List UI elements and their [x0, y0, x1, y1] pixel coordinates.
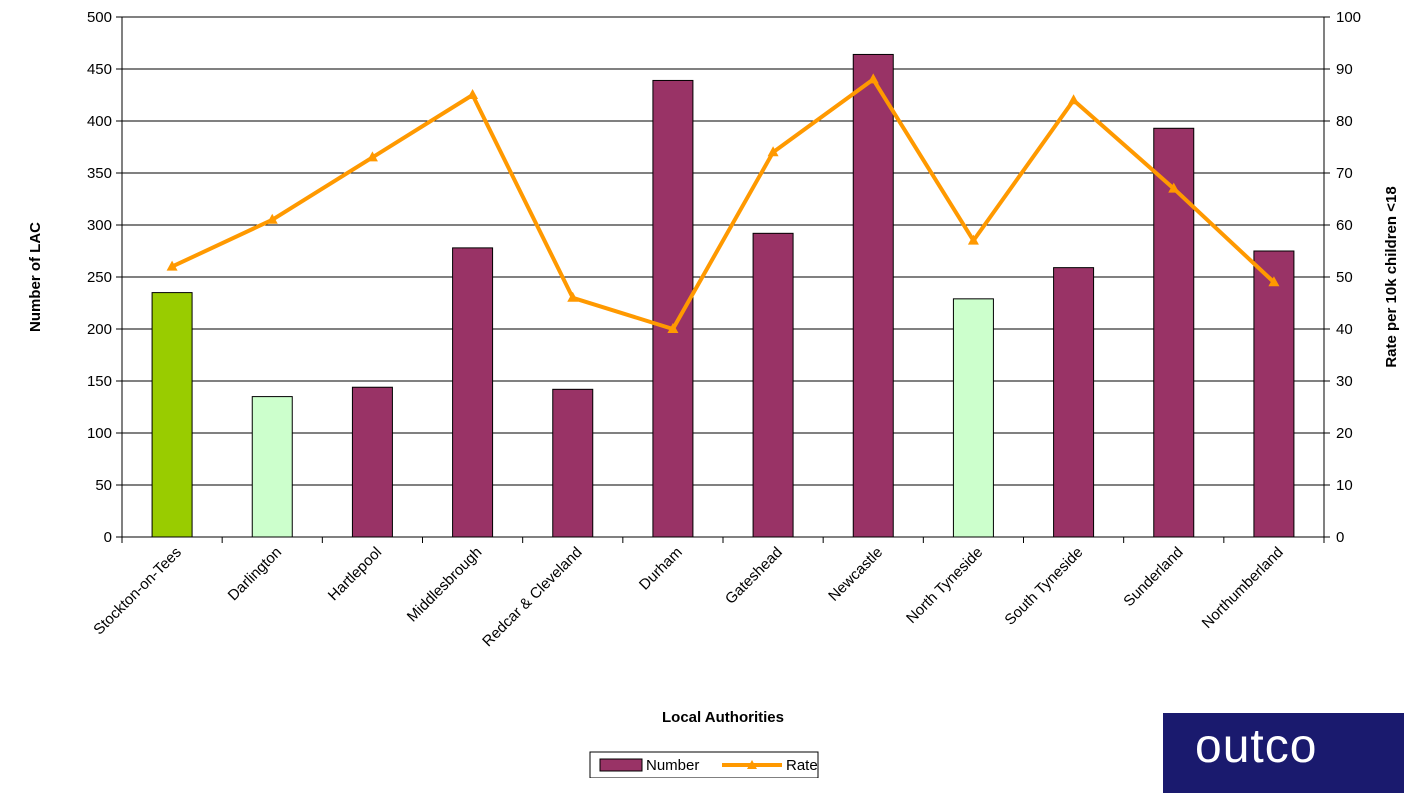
- y2-tick-label: 40: [1336, 321, 1353, 338]
- bars: [151, 53, 1295, 538]
- rate-point: [867, 73, 879, 84]
- y-tick-label: 450: [87, 61, 112, 78]
- outcomes-logo: outco: [1163, 713, 1404, 793]
- rate-point: [266, 213, 278, 224]
- y-tick-label: 400: [87, 113, 112, 130]
- y2-tick-label: 0: [1336, 529, 1344, 546]
- y2-tick-label: 70: [1336, 165, 1353, 182]
- y-tick-label: 50: [95, 477, 112, 494]
- bar: [652, 79, 694, 538]
- y-tick-label: 0: [104, 529, 112, 546]
- legend-marker-rate: [747, 760, 757, 769]
- y2-tick-label: 20: [1336, 425, 1353, 442]
- bar: [752, 232, 794, 538]
- x-tick-label: Gateshead: [722, 544, 786, 608]
- y2-tick-label: 80: [1336, 113, 1353, 130]
- bar: [452, 247, 494, 538]
- rate-point: [567, 291, 579, 302]
- x-tick-label: Durham: [636, 544, 686, 594]
- legend-swatch-number: [599, 758, 643, 772]
- rate-point: [967, 234, 979, 245]
- rate-point: [1268, 276, 1280, 287]
- y-tick-label: 250: [87, 269, 112, 286]
- y-tick-label: 150: [87, 373, 112, 390]
- logo-text: outco: [1195, 720, 1318, 773]
- bar: [1153, 127, 1195, 538]
- gridlines: [122, 16, 1324, 486]
- y-tick-label: 300: [87, 217, 112, 234]
- y-tick-label: 100: [87, 425, 112, 442]
- rate-point: [767, 146, 779, 157]
- axes: [116, 16, 1330, 543]
- y-tick-label: 200: [87, 321, 112, 338]
- rate-line: [166, 73, 1280, 333]
- bar: [151, 292, 193, 538]
- rate-point: [667, 323, 679, 333]
- y-tick-label: 350: [87, 165, 112, 182]
- y2-tick-label: 30: [1336, 373, 1353, 390]
- y2-tick-label: 10: [1336, 477, 1353, 494]
- legend-label-number: Number: [646, 757, 699, 774]
- y2-tick-label: 50: [1336, 269, 1353, 286]
- y2-tick-label: 60: [1336, 217, 1353, 234]
- rate-point: [1068, 94, 1080, 105]
- bar: [251, 396, 293, 538]
- bar: [1253, 250, 1295, 538]
- rate-point: [366, 151, 378, 162]
- rate-series-line: [171, 77, 1276, 331]
- x-axis-title: Local Authorities: [662, 709, 784, 726]
- x-tick-label: Hartlepool: [325, 544, 385, 604]
- y2-tick-label: 90: [1336, 61, 1353, 78]
- legend: Number Rate: [589, 751, 819, 779]
- x-tick-label: Stockton-on-Tees: [90, 544, 185, 639]
- x-tick-label: Northumberland: [1199, 544, 1287, 632]
- rate-point: [1168, 182, 1180, 193]
- rate-point: [467, 89, 479, 99]
- bar: [552, 388, 594, 538]
- y-tick-label: 500: [87, 9, 112, 26]
- bar: [852, 53, 894, 538]
- bar: [952, 298, 994, 538]
- bar: [1053, 267, 1095, 538]
- x-tick-label: Sunderland: [1120, 544, 1186, 610]
- bar: [351, 386, 393, 538]
- x-tick-label: South Tyneside: [1001, 544, 1086, 629]
- legend-label-rate: Rate: [786, 757, 818, 774]
- y-axis-title: Number of LAC: [27, 222, 44, 332]
- x-tick-label: Redcar & Cleveland: [479, 544, 585, 650]
- y2-tick-label: 100: [1336, 9, 1361, 26]
- rate-point: [166, 260, 178, 271]
- x-tick-label: Middlesbrough: [404, 544, 486, 626]
- x-tick-label: Darlington: [225, 544, 285, 604]
- x-tick-label: Newcastle: [825, 544, 886, 605]
- y2-axis-title: Rate per 10k children <18: [1383, 186, 1400, 367]
- x-tick-label: North Tyneside: [903, 544, 986, 627]
